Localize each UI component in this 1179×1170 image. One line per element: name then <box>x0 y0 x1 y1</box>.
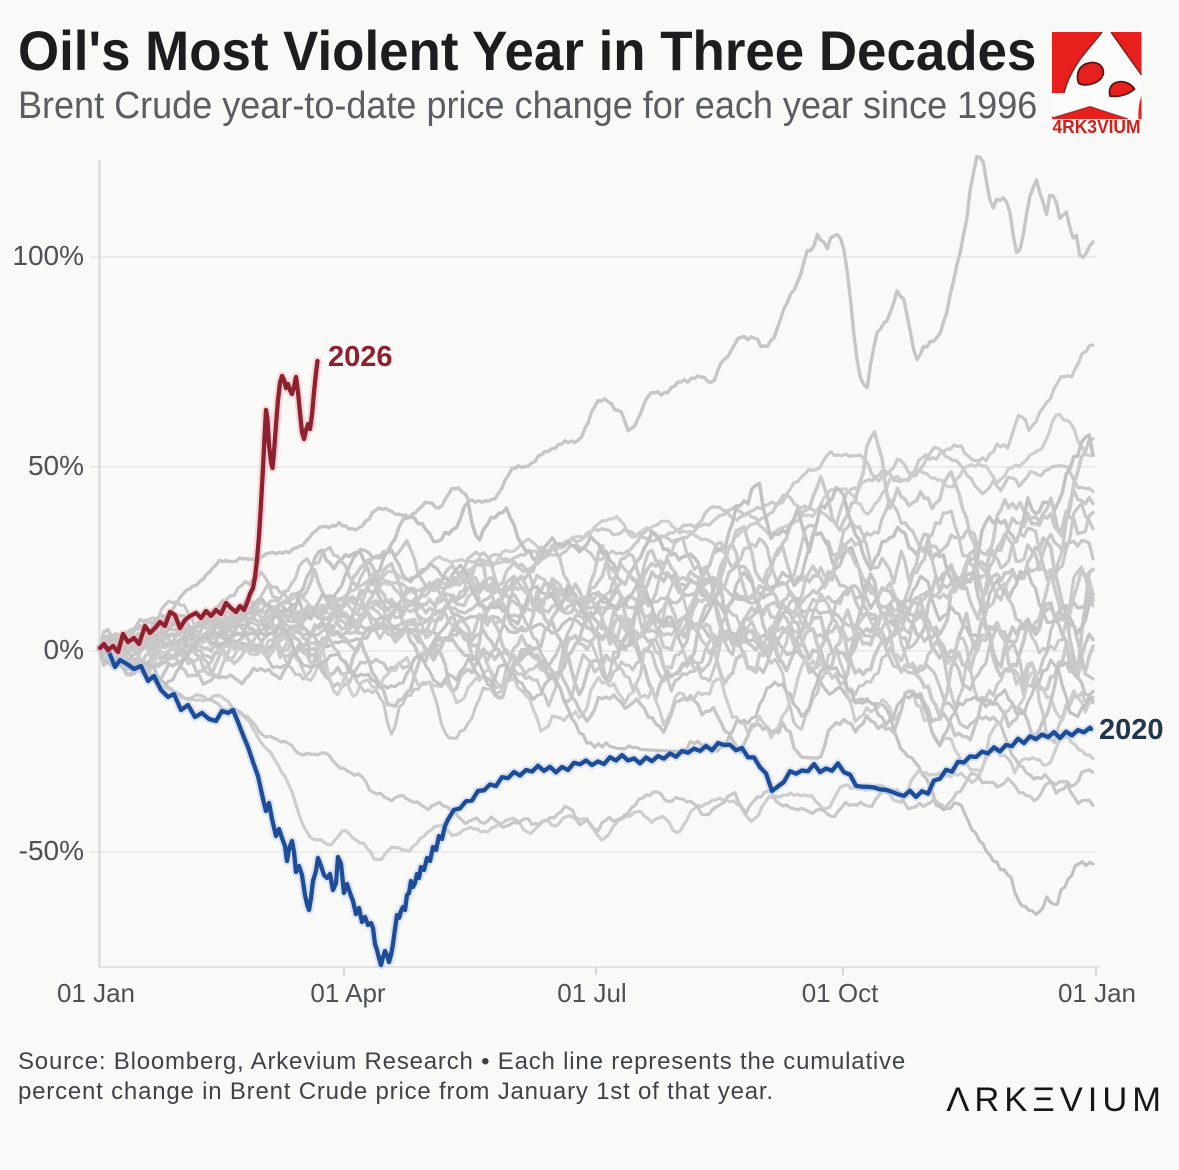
svg-text:0%: 0% <box>44 634 84 665</box>
svg-text:01 Oct: 01 Oct <box>802 978 879 1008</box>
svg-text:01 Jan: 01 Jan <box>1058 978 1136 1008</box>
svg-text:01 Jul: 01 Jul <box>557 978 626 1008</box>
svg-text:2026: 2026 <box>328 341 393 373</box>
svg-text:4RK3VIUM: 4RK3VIUM <box>1053 116 1141 136</box>
svg-text:2020: 2020 <box>1099 714 1164 746</box>
svg-text:01 Apr: 01 Apr <box>310 978 386 1008</box>
svg-text:01 Jan: 01 Jan <box>57 978 135 1008</box>
svg-text:-50%: -50% <box>19 835 84 866</box>
svg-text:50%: 50% <box>28 450 84 481</box>
svg-text:100%: 100% <box>12 240 84 271</box>
